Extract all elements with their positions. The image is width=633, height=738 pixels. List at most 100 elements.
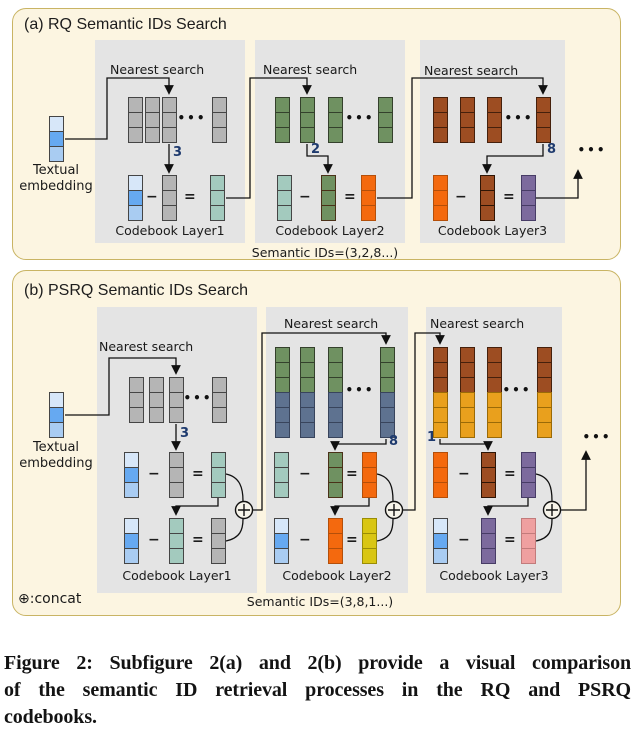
b2-row2-residual-vector xyxy=(362,518,377,564)
nearest-search-label-a1: Nearest search xyxy=(110,62,205,77)
equals-sign-b1-row1: = xyxy=(192,466,204,482)
equals-sign-b1-row2: = xyxy=(192,532,204,548)
a3-selected-code-vector xyxy=(480,175,495,221)
codebook-b2-vector-2 xyxy=(300,347,315,438)
b2-row2-minuend-vector xyxy=(274,518,289,564)
equals-sign-b2-row2: = xyxy=(346,532,358,548)
layer1-label-b: Codebook Layer1 xyxy=(122,568,232,583)
codebook-b3-vector-n xyxy=(537,347,552,438)
b2-row1-minuend-vector xyxy=(274,452,289,498)
minus-sign-a3: − xyxy=(455,189,467,205)
embedding-label-line2: embedding xyxy=(19,456,93,471)
a3-minuend-vector xyxy=(433,175,448,221)
codebook-b3-vector-2 xyxy=(460,347,475,438)
a2-minuend-vector xyxy=(277,175,292,221)
ellipsis-a3: ••• xyxy=(504,111,534,125)
minus-sign-b1-row2: − xyxy=(148,532,160,548)
nearest-search-label-b3: Nearest search xyxy=(430,316,525,331)
codebook-b2-vector-n-selected xyxy=(380,347,395,438)
caption-line-3: codebooks. xyxy=(4,706,97,728)
layer3-label-b: Codebook Layer3 xyxy=(439,568,549,583)
codebook-a2-vector-2-selected xyxy=(300,97,315,143)
textual-embedding-label-b: Textual embedding xyxy=(4,440,108,472)
b1-row2-residual-vector xyxy=(211,518,226,564)
ellipsis-a1: ••• xyxy=(177,111,207,125)
a1-minuend-vector xyxy=(128,175,143,221)
codebook-a1-vector-3-selected xyxy=(162,97,177,143)
b3-row1-residual-vector xyxy=(521,452,536,498)
b3-row2-subtrahend-vector xyxy=(481,518,496,564)
caption-line-1: Figure 2: Subfigure 2(a) and 2(b) provid… xyxy=(4,652,631,674)
b1-row1-minuend-vector xyxy=(124,452,139,498)
minus-sign-a1: − xyxy=(146,189,158,205)
codebook-a2-vector-3 xyxy=(328,97,343,143)
codebook-a3-vector-1 xyxy=(433,97,448,143)
layer2-label-b: Codebook Layer2 xyxy=(282,568,392,583)
b1-row1-selected-code-vector xyxy=(169,452,184,498)
codebook-b3-vector-3 xyxy=(487,347,502,438)
minus-sign-b2-row2: − xyxy=(299,532,311,548)
minus-sign-a2: − xyxy=(299,189,311,205)
b2-row1-residual-vector xyxy=(362,452,377,498)
equals-sign-a3: = xyxy=(503,189,515,205)
a1-residual-vector xyxy=(210,175,225,221)
codebook-a2-vector-n xyxy=(378,97,393,143)
codebook-b1-vector-2 xyxy=(149,377,164,423)
b1-row1-residual-vector xyxy=(211,452,226,498)
embedding-label-line1: Textual xyxy=(32,163,80,178)
a2-residual-vector xyxy=(361,175,376,221)
ellipsis-b1: ••• xyxy=(183,391,213,405)
panel-b-title: (b) PSRQ Semantic IDs Search xyxy=(24,282,249,299)
layer3-label-a: Codebook Layer3 xyxy=(437,223,548,238)
embedding-label-line1: Textual xyxy=(32,440,80,455)
codebook-a3-vector-n-selected xyxy=(536,97,551,143)
equals-sign-a1: = xyxy=(184,189,196,205)
equals-sign-b3-row2: = xyxy=(504,532,516,548)
nearest-search-label-a3: Nearest search xyxy=(424,63,519,78)
caption-line-2: of the semantic ID retrieval processes i… xyxy=(4,679,631,701)
ellipsis-b2: ••• xyxy=(345,383,375,397)
minus-sign-b3-row2: − xyxy=(458,532,470,548)
b3-row1-minuend-vector xyxy=(433,452,448,498)
textual-embedding-label-a: Textual embedding xyxy=(4,163,108,195)
b2-row1-selected-code-vector xyxy=(328,452,343,498)
codebook-a2-vector-1 xyxy=(275,97,290,143)
textual-embedding-vector-b xyxy=(49,392,64,438)
selected-id-b2: 8 xyxy=(389,434,399,449)
codebook-a1-vector-n xyxy=(212,97,227,143)
b2-row2-subtrahend-vector xyxy=(328,518,343,564)
a1-selected-code-vector xyxy=(162,175,177,221)
codebook-a3-vector-2 xyxy=(460,97,475,143)
layer2-label-a: Codebook Layer2 xyxy=(275,223,385,238)
minus-sign-b2-row1: − xyxy=(299,466,311,482)
semantic-ids-a: Semantic IDs=(3,2,8...) xyxy=(251,245,399,260)
codebook-b2-vector-1 xyxy=(275,347,290,438)
a3-residual-vector xyxy=(521,175,536,221)
codebook-a1-vector-2 xyxy=(145,97,160,143)
nearest-search-label-a2: Nearest search xyxy=(263,62,358,77)
codebook-a1-vector-1 xyxy=(128,97,143,143)
textual-embedding-vector-a xyxy=(49,116,64,162)
ellipsis-b3: ••• xyxy=(502,383,532,397)
equals-sign-b2-row1: = xyxy=(346,466,358,482)
b3-row2-minuend-vector xyxy=(433,518,448,564)
selected-id-a3: 8 xyxy=(547,142,557,157)
minus-sign-b1-row1: − xyxy=(148,466,160,482)
codebook-b1-vector-3-selected xyxy=(169,377,184,423)
a2-selected-code-vector xyxy=(321,175,336,221)
b1-row2-subtrahend-vector xyxy=(169,518,184,564)
equals-sign-b3-row1: = xyxy=(504,466,516,482)
nearest-search-label-b1: Nearest search xyxy=(99,339,194,354)
concat-legend: ⊕:concat xyxy=(18,591,82,607)
selected-id-a1: 3 xyxy=(173,145,183,160)
b3-row2-residual-vector xyxy=(521,518,536,564)
minus-sign-b3-row1: − xyxy=(458,466,470,482)
semantic-ids-b: Semantic IDs=(3,8,1...) xyxy=(246,594,394,609)
panel-a-title: (a) RQ Semantic IDs Search xyxy=(24,16,227,33)
codebook-a3-vector-3 xyxy=(487,97,502,143)
ellipsis-a2: ••• xyxy=(345,111,375,125)
codebook-b2-vector-3 xyxy=(328,347,343,438)
codebook-b1-vector-1 xyxy=(129,377,144,423)
selected-id-b3: 1 xyxy=(427,430,437,445)
